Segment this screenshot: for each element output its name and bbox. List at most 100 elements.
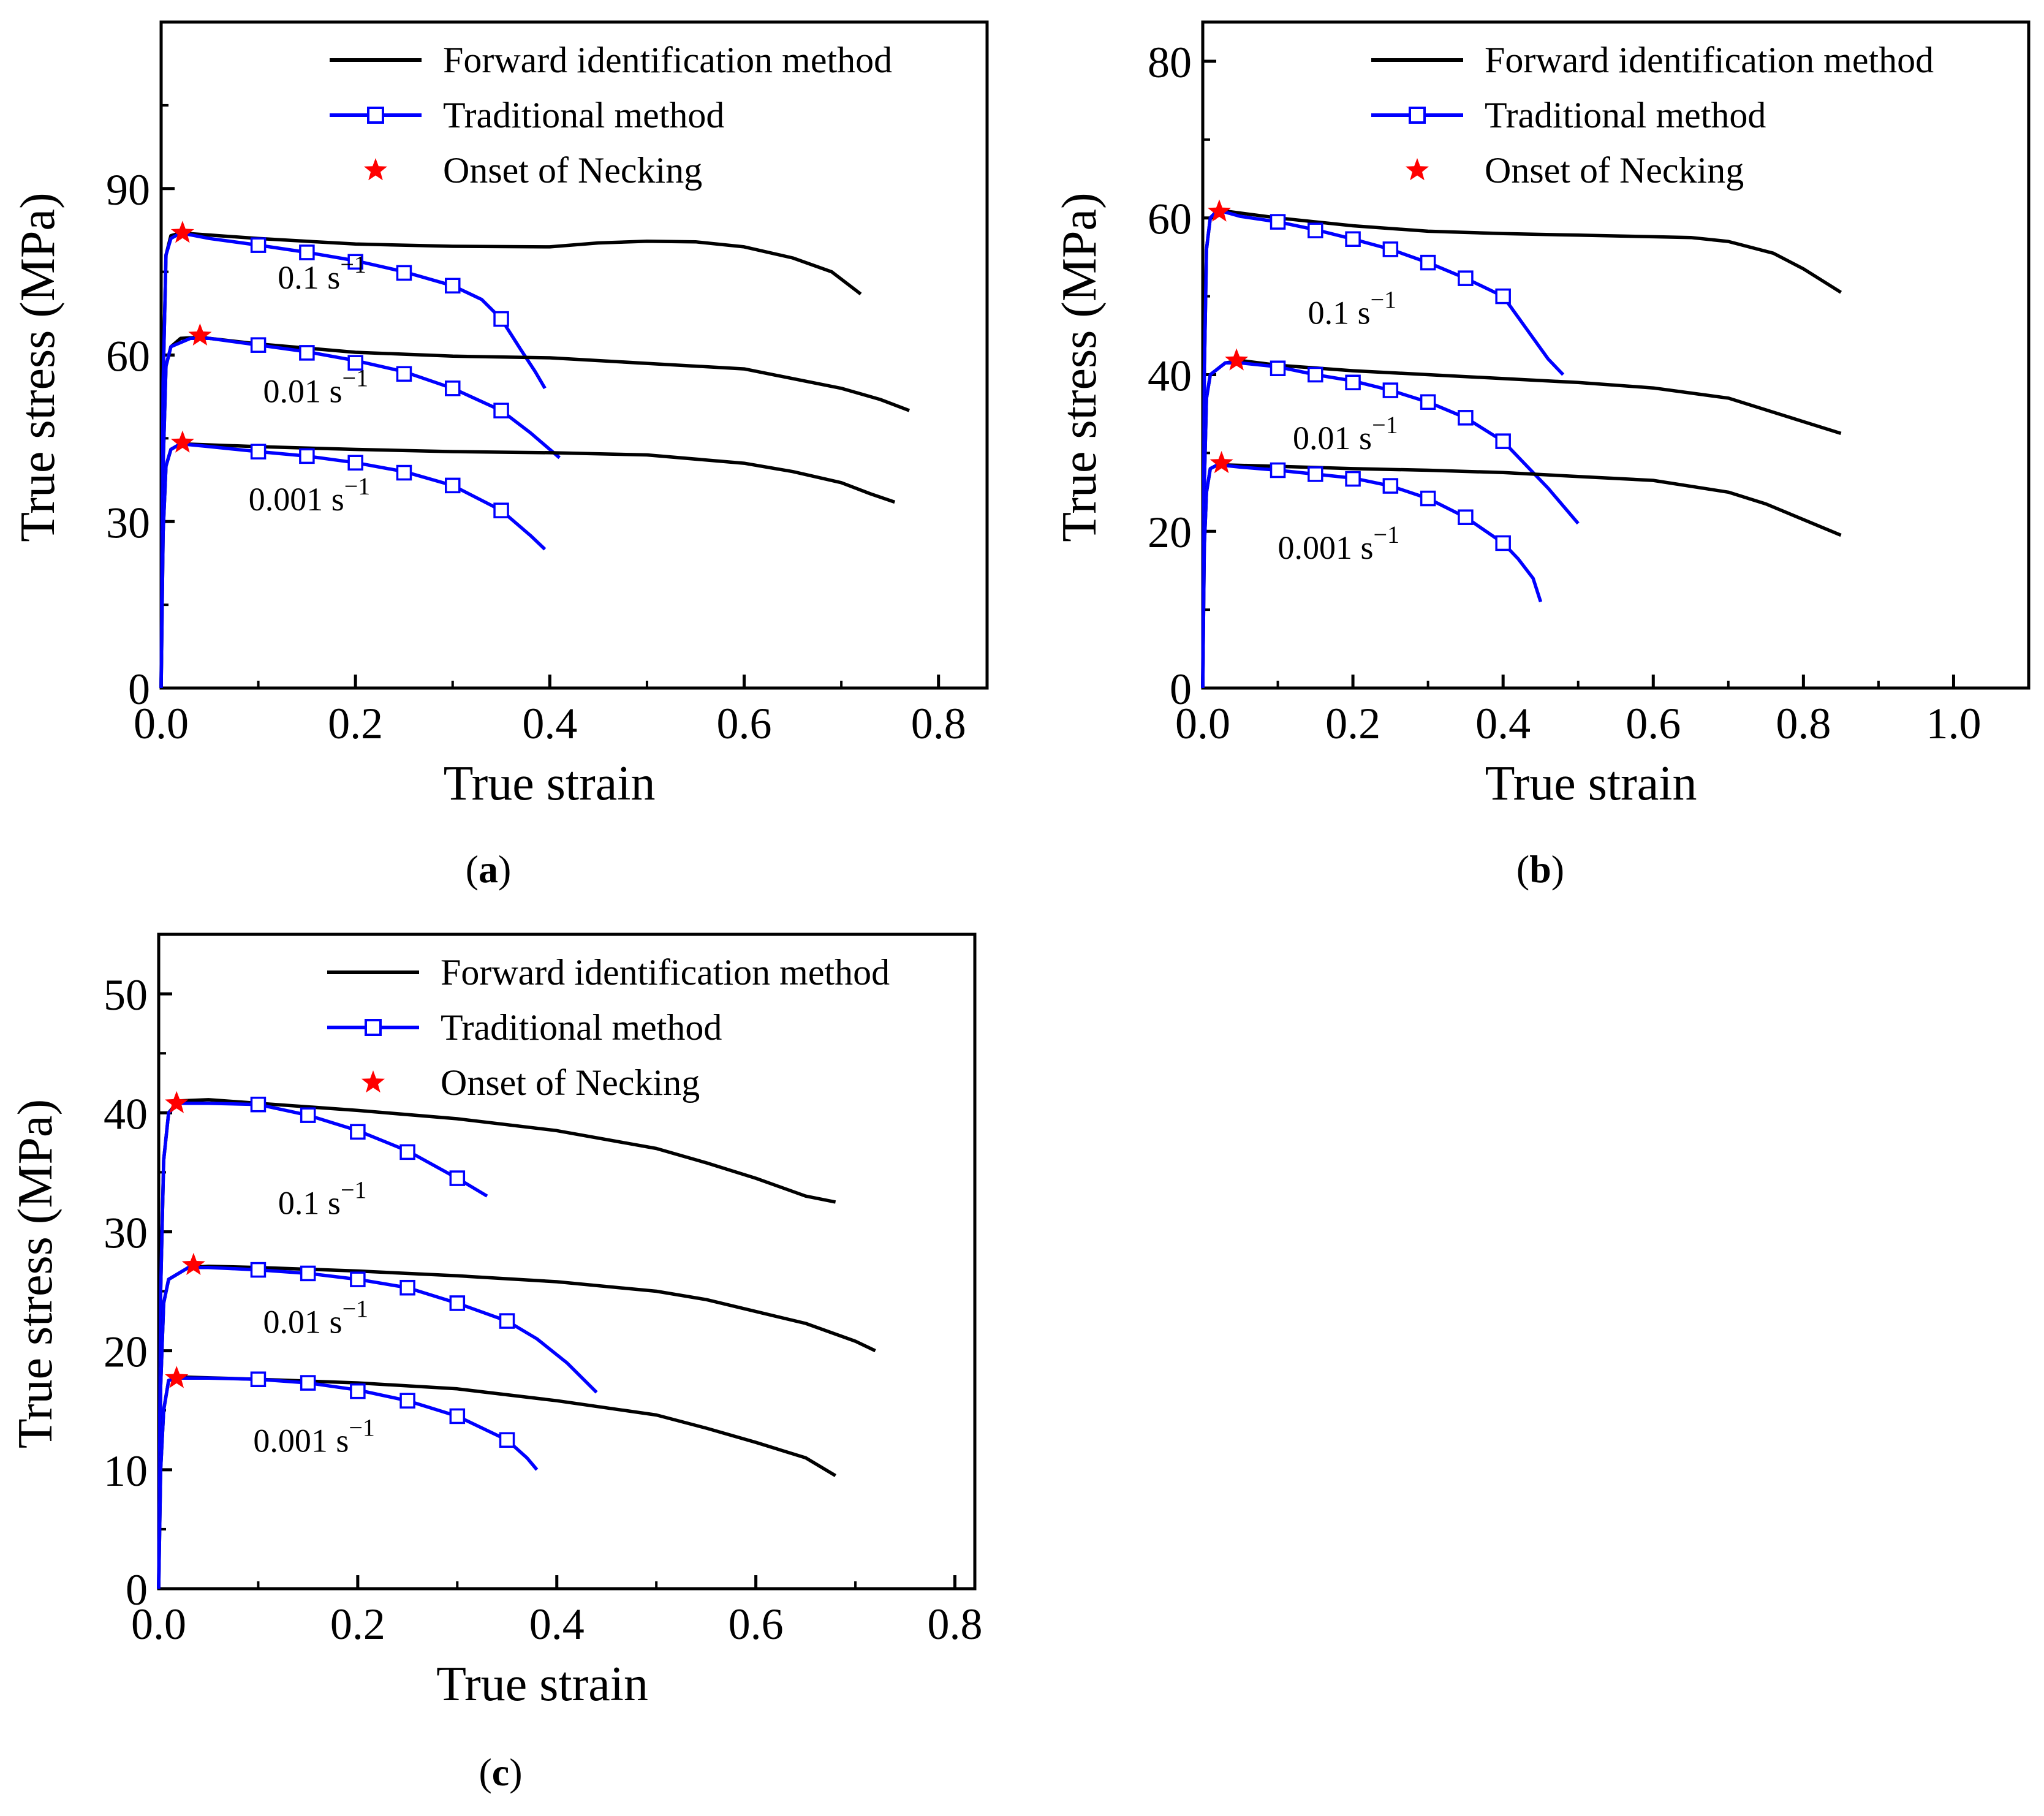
rate-group-2: 0.001 s−1	[157, 1366, 837, 1589]
traditional-marker	[299, 345, 315, 361]
traditional-marker	[396, 366, 412, 382]
traditional-marker	[1495, 535, 1511, 551]
traditional-marker	[250, 337, 267, 353]
traditional-marker	[1270, 214, 1286, 230]
traditional-marker	[445, 477, 461, 494]
chart-panel-c: 0.0 0.2 0.4 0.6 0.8 0 10 20 30 40 50 True strain Tru…	[9, 933, 983, 1794]
y-tick-label: 80	[1148, 38, 1192, 87]
strain-rate-exponent: −1	[1372, 411, 1398, 439]
traditional-marker	[1420, 394, 1436, 410]
strain-rate-exponent: −1	[340, 251, 366, 278]
necking-star	[170, 430, 194, 453]
traditional-curve	[157, 1101, 488, 1589]
legend-label-forward: Forward identification method	[441, 952, 890, 993]
rate-group-0: 0.1 s−1	[157, 1091, 836, 1589]
strain-rate-label: 0.01 s−1	[263, 1295, 369, 1341]
traditional-marker	[1270, 462, 1286, 479]
x-tick-label: 0.6	[1626, 699, 1681, 748]
traditional-marker	[445, 380, 461, 396]
y-axis-title: True stress (MPa)	[1053, 192, 1107, 542]
x-axis-title: True strain	[1485, 757, 1697, 811]
legend-label-necking: Onset of Necking	[443, 150, 702, 191]
traditional-marker	[449, 1170, 466, 1186]
forward-curve	[1201, 463, 1842, 689]
legend-marker-star	[1406, 158, 1429, 181]
traditional-marker	[499, 1313, 515, 1329]
strain-rate-label: 0.001 s−1	[1278, 521, 1400, 566]
necking-star	[165, 1091, 189, 1113]
panel-caption: (c)	[479, 1750, 522, 1794]
traditional-marker	[1382, 241, 1399, 257]
traditional-curve	[1201, 463, 1543, 689]
traditional-marker	[300, 1107, 316, 1123]
y-axis-title: True stress (MPa)	[11, 192, 65, 542]
chart-panel-a: 0.0 0.2 0.4 0.6 0.8 0 30 60 90 True strain True st…	[11, 20, 989, 891]
traditional-marker	[493, 311, 509, 327]
plot-frame	[157, 933, 977, 1591]
traditional-marker	[300, 1375, 316, 1391]
traditional-marker	[396, 265, 412, 281]
necking-star	[181, 1252, 205, 1275]
x-tick-label: 1.0	[1926, 699, 1981, 748]
traditional-marker	[396, 464, 412, 481]
traditional-marker	[250, 1262, 267, 1278]
necking-star	[170, 221, 194, 243]
rate-group-0: 0.1 s−1	[159, 221, 862, 689]
rate-group-1: 0.01 s−1	[159, 323, 910, 689]
legend-label-necking: Onset of Necking	[1485, 150, 1744, 191]
strain-rate-exponent: −1	[1374, 521, 1400, 548]
traditional-marker	[1495, 288, 1511, 305]
x-tick-label: 0.2	[330, 1600, 385, 1649]
traditional-marker	[350, 1271, 366, 1287]
legend-marker-star	[364, 158, 387, 181]
strain-rate-exponent: −1	[341, 1176, 367, 1203]
rate-group-0: 0.1 s−1	[1201, 199, 1842, 689]
traditional-curve	[159, 336, 561, 689]
strain-rate-label: 0.1 s−1	[1308, 286, 1397, 331]
legend-label-traditional: Traditional method	[443, 95, 724, 135]
necking-star	[165, 1366, 189, 1388]
legend-label-forward: Forward identification method	[1485, 40, 1934, 80]
traditional-marker	[347, 355, 363, 371]
traditional-curve	[1201, 208, 1565, 689]
x-tick-label: 0.8	[911, 699, 966, 748]
traditional-marker	[449, 1408, 466, 1424]
traditional-marker	[1458, 509, 1474, 525]
chart-panel-b: 0.0 0.2 0.4 0.6 0.8 1.0 0 20 40 60 80 True strain Tr…	[1053, 20, 2031, 891]
x-tick-label: 0.2	[1325, 699, 1380, 748]
forward-curve	[157, 1375, 837, 1589]
strain-rate-label: 0.1 s−1	[278, 1176, 367, 1221]
y-tick-label: 50	[104, 970, 148, 1020]
legend-marker-square	[1409, 107, 1426, 124]
necking-star	[1225, 348, 1249, 371]
y-tick-label: 20	[104, 1328, 148, 1377]
x-tick-label: 0.2	[328, 699, 383, 748]
traditional-marker	[399, 1144, 415, 1160]
x-axis-title: True strain	[436, 1657, 648, 1711]
rate-group-1: 0.01 s−1	[157, 1252, 876, 1589]
x-tick-label: 0.4	[529, 1600, 585, 1649]
traditional-marker	[347, 455, 363, 471]
legend-marker-square	[365, 1019, 382, 1036]
necking-star	[1207, 199, 1231, 222]
traditional-marker	[350, 1383, 366, 1399]
forward-curve	[157, 1098, 836, 1589]
legend-label-traditional: Traditional method	[1485, 95, 1766, 135]
strain-rate-label: 0.01 s−1	[263, 364, 369, 409]
legend-label-forward: Forward identification method	[443, 40, 892, 80]
traditional-marker	[1458, 270, 1474, 286]
traditional-marker	[399, 1393, 415, 1409]
necking-star	[188, 323, 212, 346]
rate-group-2: 0.001 s−1	[159, 430, 896, 689]
rate-group-2: 0.001 s−1	[1201, 451, 1842, 689]
legend: Forward identification method Traditional…	[327, 952, 890, 1103]
traditional-marker	[1420, 490, 1436, 507]
strain-rate-label: 0.001 s−1	[249, 472, 371, 518]
strain-rate-exponent: −1	[349, 1414, 375, 1442]
strain-rate-label: 0.01 s−1	[1293, 411, 1398, 456]
legend-label-traditional: Traditional method	[441, 1007, 722, 1048]
traditional-marker	[1345, 231, 1361, 247]
traditional-curve	[157, 1265, 598, 1589]
x-tick-label: 0.0	[131, 1600, 186, 1649]
